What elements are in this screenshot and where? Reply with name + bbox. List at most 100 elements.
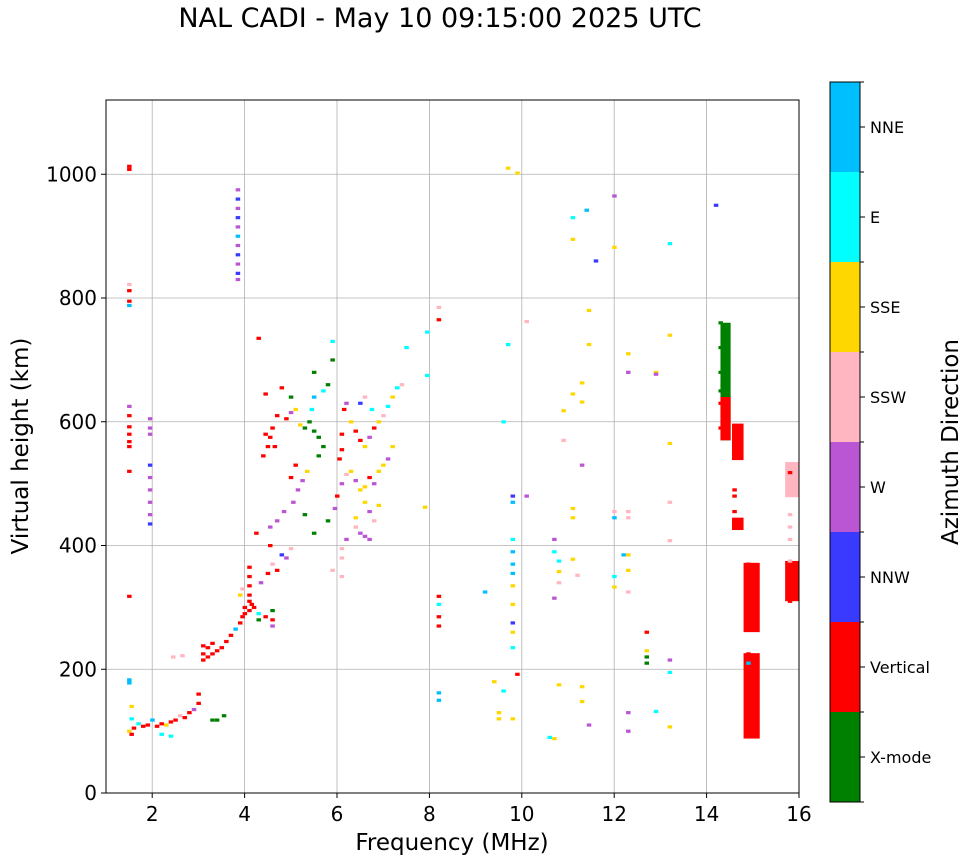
echo-block xyxy=(732,423,744,461)
echo-point xyxy=(274,568,280,572)
echo-point xyxy=(524,320,529,324)
echo-point xyxy=(358,401,363,405)
echo-point xyxy=(436,691,442,695)
echo-point xyxy=(667,500,673,504)
echo-point xyxy=(787,587,793,591)
echo-point xyxy=(556,581,562,585)
echo-point xyxy=(140,724,146,728)
x-tick-label: 16 xyxy=(786,802,811,826)
echo-point xyxy=(404,346,409,350)
echo-point xyxy=(570,216,576,220)
echo-point xyxy=(746,581,751,585)
colorbar-label: Azimuth Direction xyxy=(938,339,964,545)
y-tick-label: 0 xyxy=(84,781,97,805)
echo-point xyxy=(311,370,317,374)
echo-point xyxy=(311,429,317,433)
echo-point xyxy=(436,305,442,309)
x-tick-label: 2 xyxy=(146,802,159,826)
echo-point xyxy=(732,526,737,530)
echo-point xyxy=(505,166,511,170)
echo-point xyxy=(201,658,206,662)
echo-point xyxy=(147,417,153,421)
echo-point xyxy=(247,584,252,588)
colorbar-swatch xyxy=(830,532,860,622)
echo-point xyxy=(249,602,255,606)
echo-point xyxy=(196,692,201,696)
echo-point xyxy=(667,333,673,337)
echo-point xyxy=(510,500,516,504)
echo-point xyxy=(746,692,751,696)
echo-point xyxy=(321,389,326,393)
echo-point xyxy=(309,407,315,412)
echo-point xyxy=(626,568,631,572)
echo-point xyxy=(436,602,442,606)
echo-point xyxy=(247,565,252,569)
echo-point xyxy=(127,469,132,473)
echo-point xyxy=(612,509,617,514)
echo-point xyxy=(515,171,520,175)
echo-point xyxy=(170,655,176,659)
echo-point xyxy=(316,435,322,439)
echo-block xyxy=(743,562,760,633)
echo-point xyxy=(177,714,183,718)
echo-point xyxy=(547,735,553,740)
echo-point xyxy=(787,537,793,542)
echo-point xyxy=(579,463,585,467)
echo-point xyxy=(556,559,562,563)
echo-point xyxy=(256,618,261,622)
echo-point xyxy=(552,737,557,741)
echo-point xyxy=(270,608,275,613)
echo-block xyxy=(743,653,760,739)
echo-point xyxy=(288,475,294,480)
echo-point xyxy=(129,704,134,709)
echo-point xyxy=(515,672,520,676)
echo-point xyxy=(371,482,377,486)
echo-point xyxy=(732,488,737,492)
echo-point xyxy=(344,537,349,542)
echo-point xyxy=(270,624,275,628)
colorbar-tick-label: SSE xyxy=(870,298,900,317)
echo-point xyxy=(353,429,358,433)
echo-block xyxy=(720,322,731,441)
colorbar-tick-label: Vertical xyxy=(870,658,930,677)
echo-point xyxy=(395,386,400,390)
echo-point xyxy=(496,717,502,721)
echo-point xyxy=(316,454,322,458)
echo-point xyxy=(371,426,377,430)
colorbar-tick-label: NNE xyxy=(870,118,904,137)
echo-point xyxy=(353,479,358,483)
echo-point xyxy=(147,488,153,492)
echo-point xyxy=(376,420,382,424)
echo-point xyxy=(787,578,793,582)
echo-point xyxy=(154,724,160,728)
echo-point xyxy=(254,531,259,535)
echo-point xyxy=(422,505,428,509)
echo-point xyxy=(362,395,368,399)
echo-point xyxy=(510,584,516,588)
echo-block xyxy=(785,461,799,498)
echo-point xyxy=(235,234,241,238)
echo-point xyxy=(510,621,516,625)
echo-point xyxy=(191,707,197,712)
echo-point xyxy=(265,571,271,576)
echo-point xyxy=(235,216,241,220)
echo-point xyxy=(510,537,516,542)
echo-point xyxy=(552,550,557,554)
echo-point xyxy=(330,339,335,344)
echo-point xyxy=(718,389,723,393)
echo-point xyxy=(362,500,368,504)
echo-point xyxy=(251,605,257,610)
echo-point xyxy=(436,615,442,619)
echo-point xyxy=(235,197,241,201)
colorbar-swatch xyxy=(830,622,860,712)
echo-point xyxy=(390,445,395,449)
echo-point xyxy=(127,303,132,308)
echo-point xyxy=(129,717,134,721)
echo-point xyxy=(284,556,289,560)
echo-point xyxy=(240,615,245,619)
echo-point xyxy=(291,500,296,504)
echo-point xyxy=(268,525,273,529)
echo-point xyxy=(335,494,340,498)
echo-point xyxy=(147,500,153,504)
echo-point xyxy=(787,568,793,572)
